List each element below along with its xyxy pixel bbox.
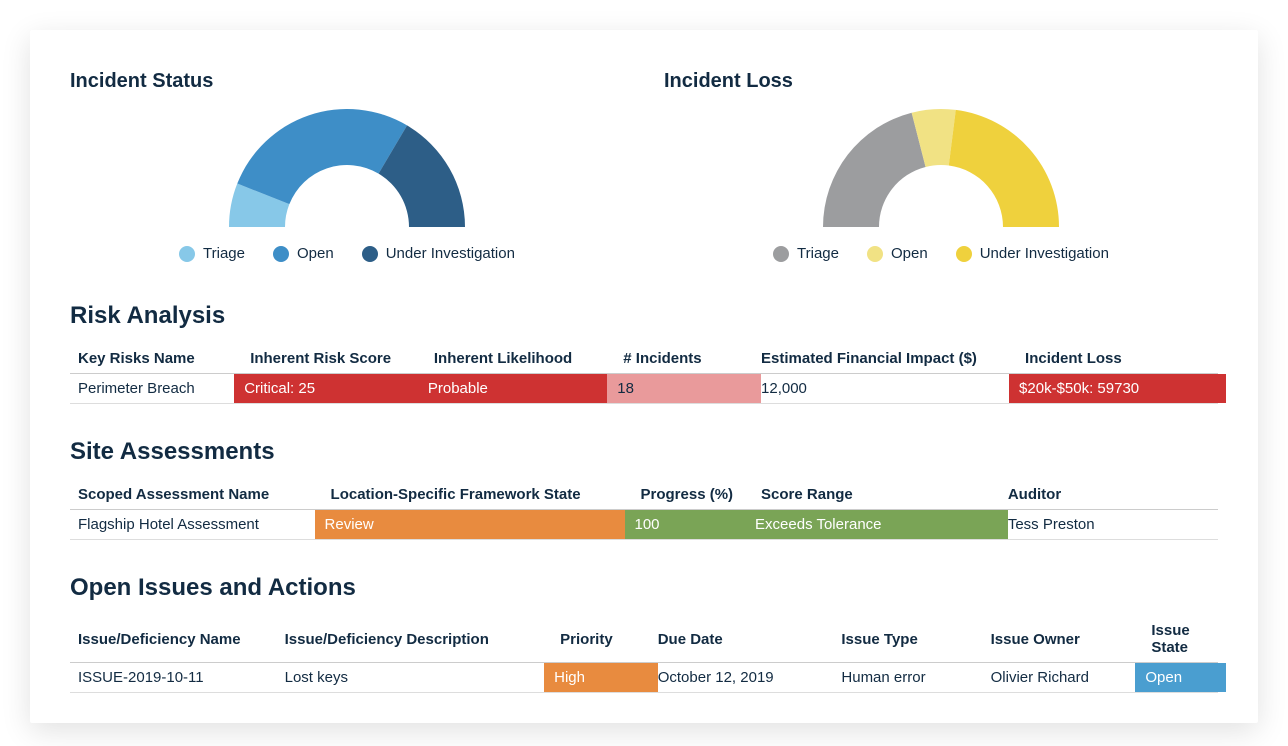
open-issues-title: Open Issues and Actions [70, 574, 1218, 602]
legend-item: Under Investigation [362, 245, 515, 262]
table-cell: Open [1143, 663, 1218, 693]
open-issues-table: Issue/Deficiency NameIssue/Deficiency De… [70, 616, 1218, 693]
table-cell: October 12, 2019 [650, 663, 834, 693]
table-cell: 18 [615, 374, 753, 404]
column-header: # Incidents [615, 344, 753, 374]
table-cell: Lost keys [277, 663, 553, 693]
incident-loss-title: Incident Loss [664, 70, 1218, 93]
gauge-segment [823, 113, 926, 227]
legend-swatch [773, 246, 789, 262]
table-cell: ISSUE-2019-10-11 [70, 663, 277, 693]
legend-label: Under Investigation [386, 245, 515, 262]
risk-analysis-title: Risk Analysis [70, 302, 1218, 330]
legend-swatch [362, 246, 378, 262]
legend-item: Under Investigation [956, 245, 1109, 262]
risk-analysis-section: Risk Analysis Key Risks NameInherent Ris… [70, 302, 1218, 404]
column-header: Priority [552, 616, 650, 663]
column-header: Inherent Likelihood [426, 344, 615, 374]
legend-label: Open [891, 245, 928, 262]
incident-loss-gauge [811, 97, 1071, 237]
site-assessments-table: Scoped Assessment NameLocation-Specific … [70, 480, 1218, 540]
incident-status-gauge [217, 97, 477, 237]
incident-status-block: Incident Status Triage Open Under Investig… [70, 70, 624, 262]
table-cell: Flagship Hotel Assessment [70, 510, 323, 540]
legend-swatch [956, 246, 972, 262]
table-cell: Probable [426, 374, 615, 404]
legend-label: Triage [203, 245, 245, 262]
table-row[interactable]: Flagship Hotel AssessmentReview100Exceed… [70, 510, 1218, 540]
column-header: Progress (%) [633, 480, 754, 510]
column-header: Issue/Deficiency Name [70, 616, 277, 663]
legend-item: Triage [773, 245, 839, 262]
column-header: Score Range [753, 480, 1000, 510]
incident-status-title: Incident Status [70, 70, 624, 93]
column-header: Scoped Assessment Name [70, 480, 323, 510]
legend-label: Triage [797, 245, 839, 262]
gauge-segment [237, 109, 407, 204]
table-cell: High [552, 663, 650, 693]
column-header: Issue State [1143, 616, 1218, 663]
table-cell: Perimeter Breach [70, 374, 242, 404]
incident-status-chart-wrap: Triage Open Under Investigation [70, 97, 624, 262]
site-assessments-section: Site Assessments Scoped Assessment NameL… [70, 438, 1218, 540]
incident-loss-chart-wrap: Triage Open Under Investigation [664, 97, 1218, 262]
table-cell: $20k-$50k: 59730 [1017, 374, 1218, 404]
incident-status-legend: Triage Open Under Investigation [179, 245, 515, 262]
incident-loss-legend: Triage Open Under Investigation [773, 245, 1109, 262]
legend-item: Triage [179, 245, 245, 262]
dashboard-card: Incident Status Triage Open Under Investig… [30, 30, 1258, 723]
open-issues-section: Open Issues and Actions Issue/Deficiency… [70, 574, 1218, 693]
table-cell: Critical: 25 [242, 374, 426, 404]
legend-swatch [867, 246, 883, 262]
legend-swatch [273, 246, 289, 262]
column-header: Incident Loss [1017, 344, 1218, 374]
table-cell: 12,000 [753, 374, 1017, 404]
gauge-segment [949, 110, 1059, 227]
column-header: Issue/Deficiency Description [277, 616, 553, 663]
legend-item: Open [273, 245, 334, 262]
column-header: Issue Owner [983, 616, 1144, 663]
table-row[interactable]: Perimeter BreachCritical: 25Probable1812… [70, 374, 1218, 404]
column-header: Key Risks Name [70, 344, 242, 374]
column-header: Auditor [1000, 480, 1218, 510]
column-header: Due Date [650, 616, 834, 663]
risk-analysis-table: Key Risks NameInherent Risk ScoreInheren… [70, 344, 1218, 404]
table-row[interactable]: ISSUE-2019-10-11Lost keysHighOctober 12,… [70, 663, 1218, 693]
legend-label: Open [297, 245, 334, 262]
table-cell: Tess Preston [1000, 510, 1218, 540]
column-header: Location-Specific Framework State [323, 480, 633, 510]
table-cell: Human error [833, 663, 982, 693]
table-cell: Olivier Richard [983, 663, 1144, 693]
legend-swatch [179, 246, 195, 262]
table-cell: Review [323, 510, 633, 540]
column-header: Estimated Financial Impact ($) [753, 344, 1017, 374]
incident-loss-block: Incident Loss Triage Open Under Investigat… [664, 70, 1218, 262]
site-assessments-title: Site Assessments [70, 438, 1218, 466]
table-cell: 100 [633, 510, 754, 540]
column-header: Inherent Risk Score [242, 344, 426, 374]
table-cell: Exceeds Tolerance [753, 510, 1000, 540]
column-header: Issue Type [833, 616, 982, 663]
legend-label: Under Investigation [980, 245, 1109, 262]
legend-item: Open [867, 245, 928, 262]
charts-row: Incident Status Triage Open Under Investig… [70, 70, 1218, 262]
